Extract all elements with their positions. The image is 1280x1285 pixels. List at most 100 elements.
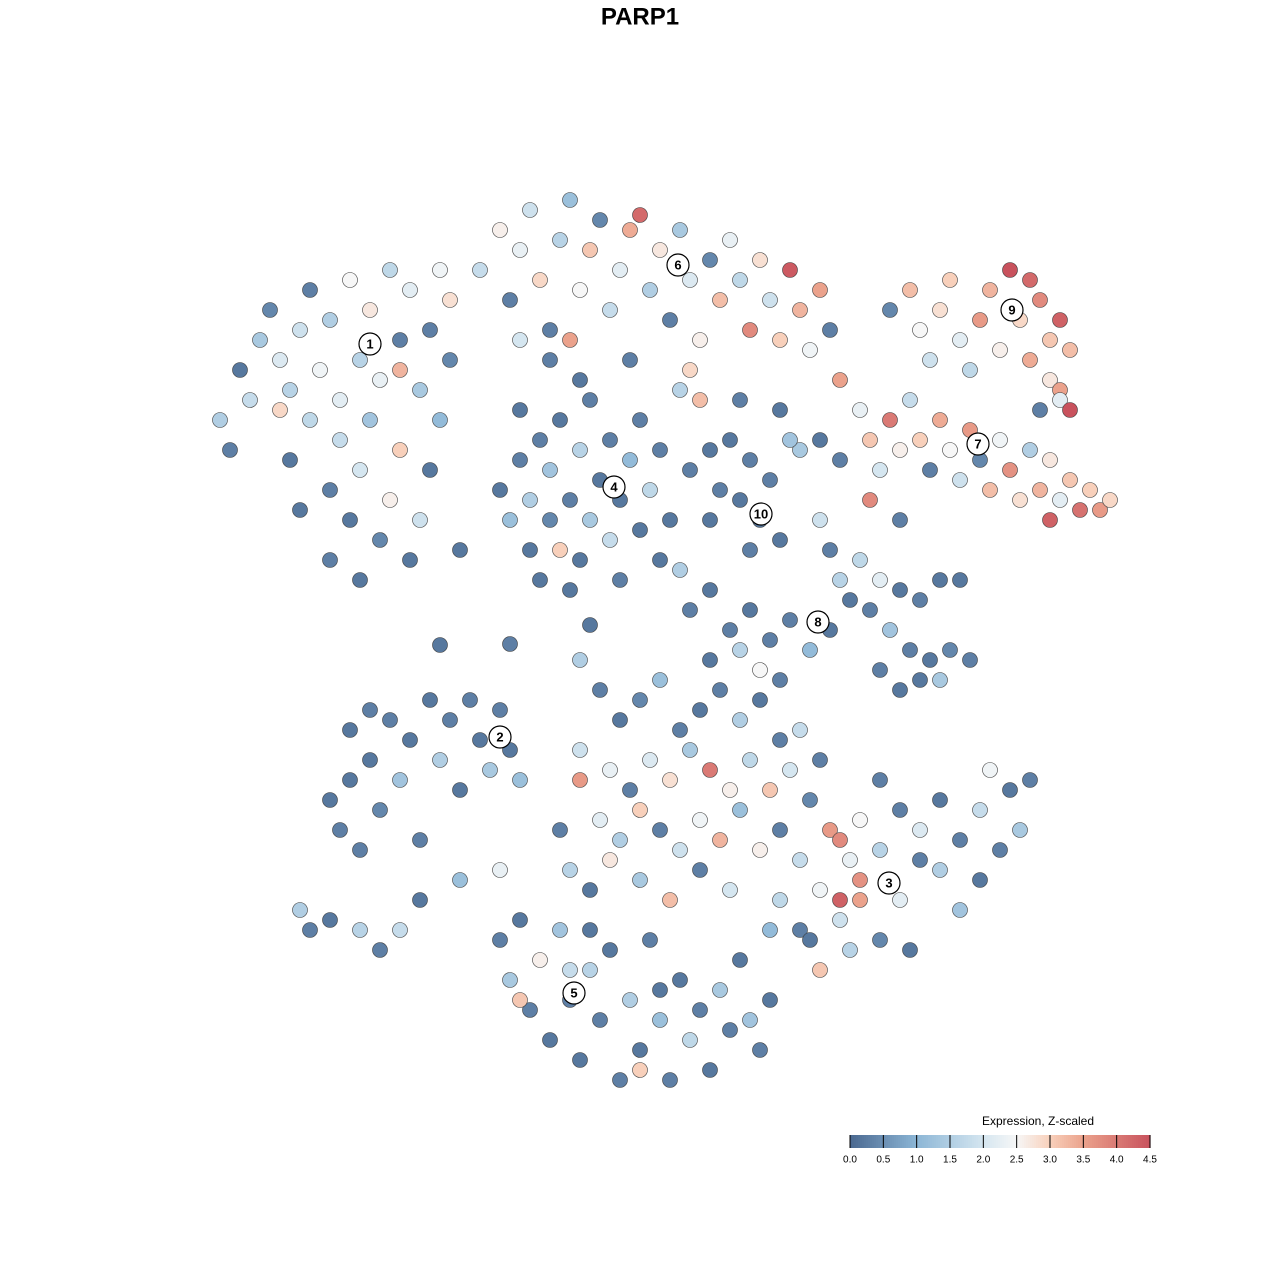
colorbar-segment — [866, 1135, 869, 1148]
cell-point — [792, 722, 808, 738]
cell-point — [692, 862, 708, 878]
colorbar-segment — [870, 1135, 873, 1148]
colorbar-segment — [884, 1135, 887, 1148]
cell-point — [852, 552, 868, 568]
colorbar-segment — [1110, 1135, 1113, 1148]
colorbar-segment — [1008, 1135, 1011, 1148]
cell-point — [632, 1042, 648, 1058]
cell-point — [712, 682, 728, 698]
colorbar-segment — [1094, 1135, 1097, 1148]
colorbar-segment — [1026, 1135, 1029, 1148]
colorbar-segment — [1014, 1135, 1017, 1148]
colorbar-segment — [992, 1135, 995, 1148]
colorbar-segment — [900, 1135, 903, 1148]
colorbar-segment — [980, 1135, 983, 1148]
cell-point — [832, 892, 848, 908]
colorbar-segment — [926, 1135, 929, 1148]
cell-point — [652, 1012, 668, 1028]
cell-point — [372, 372, 388, 388]
colorbar-segment — [1146, 1135, 1149, 1148]
colorbar-segment — [890, 1135, 893, 1148]
cell-point — [952, 472, 968, 488]
cell-point — [1002, 782, 1018, 798]
cluster-badge — [562, 981, 586, 1005]
cell-point — [322, 312, 338, 328]
colorbar-segment — [1054, 1135, 1057, 1148]
cell-point — [722, 782, 738, 798]
colorbar-segment — [864, 1135, 867, 1148]
cell-point — [752, 1042, 768, 1058]
cell-point — [682, 462, 698, 478]
cluster-badge — [966, 432, 990, 456]
cell-point — [822, 542, 838, 558]
colorbar-segment — [908, 1135, 911, 1148]
cluster-badge — [358, 332, 382, 356]
cell-point — [302, 282, 318, 298]
colorbar-segment — [1090, 1135, 1093, 1148]
colorbar-segment — [868, 1135, 871, 1148]
cell-point — [922, 352, 938, 368]
cell-point — [902, 942, 918, 958]
colorbar-segment — [1114, 1135, 1117, 1148]
cell-point — [742, 602, 758, 618]
cell-point — [672, 222, 688, 238]
colorbar-segment — [860, 1135, 863, 1148]
cell-point — [912, 852, 928, 868]
cell-point — [1022, 272, 1038, 288]
cell-point — [992, 342, 1008, 358]
points — [212, 192, 1118, 1088]
colorbar-segment — [874, 1135, 877, 1148]
colorbar-segment — [1086, 1135, 1089, 1148]
cell-point — [1052, 392, 1068, 408]
cell-point — [952, 572, 968, 588]
cell-point — [212, 412, 228, 428]
colorbar-segment — [1120, 1135, 1123, 1148]
cell-point — [722, 1022, 738, 1038]
colorbar-segment — [1142, 1135, 1145, 1148]
colorbar-segment — [886, 1135, 889, 1148]
cell-point — [732, 712, 748, 728]
cell-point — [412, 892, 428, 908]
cluster-badge — [488, 725, 512, 749]
cell-point — [592, 212, 608, 228]
cell-point — [632, 1062, 648, 1078]
cell-point — [432, 262, 448, 278]
colorbar-segment — [1104, 1135, 1107, 1148]
cell-point — [392, 442, 408, 458]
colorbar-segment — [854, 1135, 857, 1148]
colorbar-segment — [910, 1135, 913, 1148]
cell-point — [512, 402, 528, 418]
cell-point — [712, 832, 728, 848]
cell-point — [882, 622, 898, 638]
colorbar-segment — [930, 1135, 933, 1148]
cell-point — [612, 262, 628, 278]
cell-point — [832, 372, 848, 388]
cell-point — [722, 622, 738, 638]
colorbar-segment — [990, 1135, 993, 1148]
cell-point — [302, 412, 318, 428]
cell-point — [652, 822, 668, 838]
cell-point — [982, 282, 998, 298]
cell-point — [1022, 442, 1038, 458]
cell-point — [642, 932, 658, 948]
cell-point — [562, 332, 578, 348]
cell-point — [442, 352, 458, 368]
colorbar-segment — [1108, 1135, 1111, 1148]
cell-point — [862, 602, 878, 618]
cell-point — [342, 512, 358, 528]
cell-point — [532, 952, 548, 968]
cell-point — [692, 1002, 708, 1018]
colorbar-segment — [1106, 1135, 1109, 1148]
cell-point — [822, 322, 838, 338]
cell-point — [852, 812, 868, 828]
cell-point — [552, 412, 568, 428]
colorbar-segment — [1002, 1135, 1005, 1148]
cell-point — [822, 822, 838, 838]
cell-point — [962, 652, 978, 668]
cell-point — [782, 762, 798, 778]
colorbar-tick-label: 2.0 — [976, 1155, 990, 1166]
cell-point — [702, 652, 718, 668]
cell-point — [902, 282, 918, 298]
colorbar-segment — [964, 1135, 967, 1148]
